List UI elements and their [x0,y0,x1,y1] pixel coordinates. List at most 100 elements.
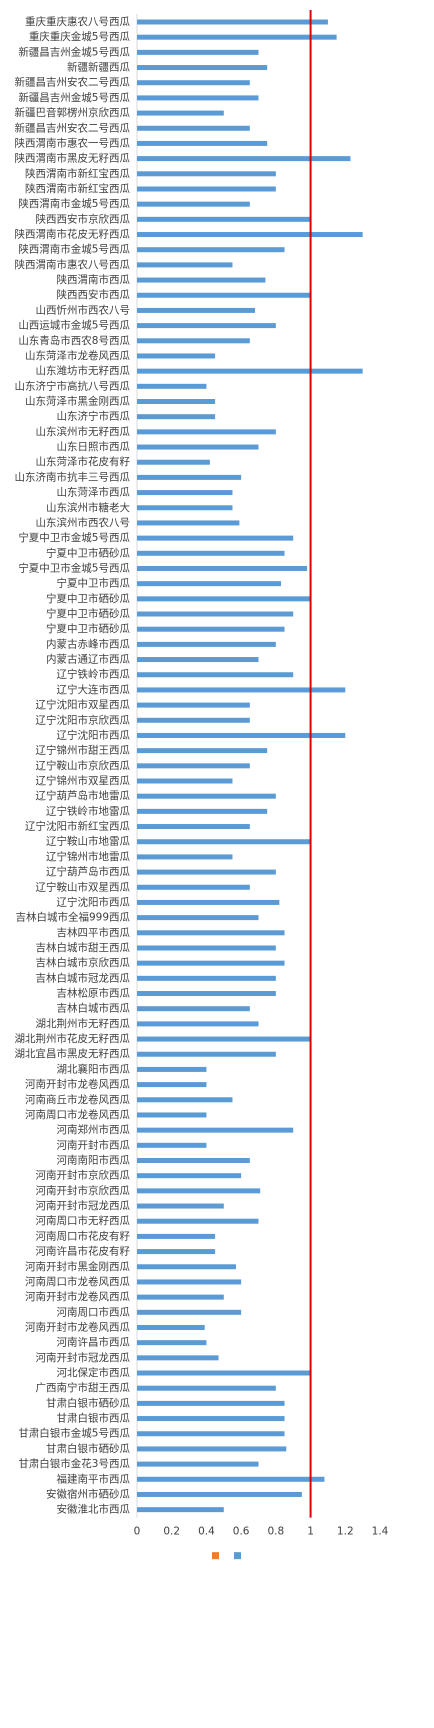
y-tick-label: 山西运城市金城5号西瓜 [18,319,130,332]
y-tick-label: 山东济宁市高抗八号西瓜 [15,379,131,392]
y-tick-label: 河北保定市西瓜 [57,1366,131,1379]
bar [137,702,250,708]
y-tick-label: 河南周口市花皮有籽 [36,1229,131,1242]
y-tick-label: 辽宁鞍山市双星西瓜 [36,880,131,893]
x-tick-label: 0.6 [233,1526,250,1538]
bar [137,960,285,966]
bar [137,1309,242,1315]
y-tick-label: 山东潍坊市无籽西瓜 [36,364,131,377]
x-tick-label: 1.2 [337,1526,354,1538]
y-tick-label: 山东青岛市西农8号西瓜 [18,334,130,347]
y-tick-label: 河南周口市无籽西瓜 [36,1214,131,1227]
bar [137,1142,207,1148]
bar [137,429,276,435]
bar [137,1431,285,1437]
bar [137,535,294,541]
y-tick-label: 湖北荆州市无籽西瓜 [36,1017,131,1030]
y-tick-label: 吉林白城市西瓜 [57,1002,131,1015]
y-tick-label: 安徽淮北市西瓜 [57,1503,131,1516]
bar [137,338,250,344]
y-tick-label: 广西南宁市甜王西瓜 [36,1381,131,1394]
bar [137,1127,294,1133]
bar [137,1112,207,1118]
bar [137,915,259,921]
bar [137,626,285,632]
y-tick-label: 辽宁沈阳市西瓜 [57,895,131,908]
y-tick-label: 辽宁铁岭市地雷瓜 [46,804,130,817]
y-tick-label: 新疆昌吉州金城5号西瓜 [18,91,130,104]
y-tick-label: 陕西渭南市西瓜 [57,273,131,286]
y-tick-label: 山东济南市抗丰三号西瓜 [15,470,131,483]
y-tick-label: 宁夏中卫市金城5号西瓜 [18,561,130,574]
x-tick-label: 0.4 [198,1526,215,1538]
legend-swatch [234,1552,241,1560]
bar [137,1249,216,1255]
bar [137,839,311,845]
y-tick-label: 辽宁沈阳市西瓜 [57,728,131,741]
bar [137,156,351,162]
y-tick-label: 甘肃白银市硒砂瓜 [46,1396,130,1409]
bar [137,1355,219,1361]
y-tick-label: 山西忻州市西农八号 [36,303,131,316]
y-tick-label: 辽宁葫芦岛市地雷瓜 [36,789,131,802]
y-tick-label: 辽宁锦州市地雷瓜 [46,850,130,863]
bar [137,186,276,192]
bar [137,565,308,571]
bar [137,368,363,374]
bar [137,1066,207,1072]
y-tick-label: 辽宁铁岭市西瓜 [57,668,131,681]
x-tick-label: 1.4 [372,1526,389,1538]
y-tick-label: 新疆昌吉州安农二号西瓜 [15,76,131,89]
y-tick-label: 山东滨州市无籽西瓜 [36,425,131,438]
bar [137,171,276,177]
bar [137,854,233,860]
bar [137,414,216,420]
bar [137,520,240,526]
bar [137,899,280,905]
y-tick-label: 重庆重庆金城5号西瓜 [29,30,131,43]
bar [137,793,276,799]
bar [137,262,233,268]
y-tick-label: 陕西渭南市花皮无籽西瓜 [15,228,131,241]
y-tick-label: 河南商丘市龙卷风西瓜 [25,1093,130,1106]
bar [137,383,207,389]
bar [137,596,311,602]
y-tick-label: 山东菏泽市西瓜 [57,486,131,499]
y-tick-label: 山东济宁市西瓜 [57,410,131,423]
bar [137,1294,224,1300]
bar [137,930,285,936]
bar [137,763,250,769]
y-tick-label: 河南周口市西瓜 [57,1305,131,1318]
y-tick-label: 福建南平市西瓜 [57,1472,131,1485]
bar [137,247,285,253]
y-tick-label: 山东菏泽市龙卷风西瓜 [25,349,130,362]
bar [137,778,233,784]
bar [137,884,250,890]
bar [137,945,276,951]
y-tick-label: 吉林白城市甜王西瓜 [36,941,131,954]
y-tick-label: 陕西渭南市惠农一号西瓜 [15,136,131,149]
y-tick-label: 辽宁锦州市双星西瓜 [36,774,131,787]
bar [137,65,268,71]
bar [137,1264,236,1270]
y-tick-label: 湖北荆州市花皮无籽西瓜 [15,1032,131,1045]
bar [137,140,268,146]
y-tick-label: 河南开封市冠龙西瓜 [36,1199,131,1212]
bar [137,444,259,450]
y-tick-label: 辽宁鞍山市京欣西瓜 [36,759,131,772]
y-tick-label: 宁夏中卫市硒砂瓜 [46,546,130,559]
legend-swatch [212,1552,219,1560]
y-tick-label: 陕西渭南市惠农八号西瓜 [15,258,131,271]
bar [137,1385,276,1391]
bar [137,672,294,678]
bar [137,292,311,298]
y-tick-label: 河南开封市龙卷风西瓜 [25,1290,130,1303]
bar [137,1279,242,1285]
y-tick-label: 湖北宜昌市黑皮无籽西瓜 [15,1047,131,1060]
y-tick-label: 山东日照市西瓜 [57,440,131,453]
y-tick-label: 山东滨州市糖老大 [46,501,130,514]
bar [137,474,242,480]
bar [137,1173,242,1179]
y-tick-label: 宁夏中卫市硒砂瓜 [46,592,130,605]
bar [137,1416,285,1422]
